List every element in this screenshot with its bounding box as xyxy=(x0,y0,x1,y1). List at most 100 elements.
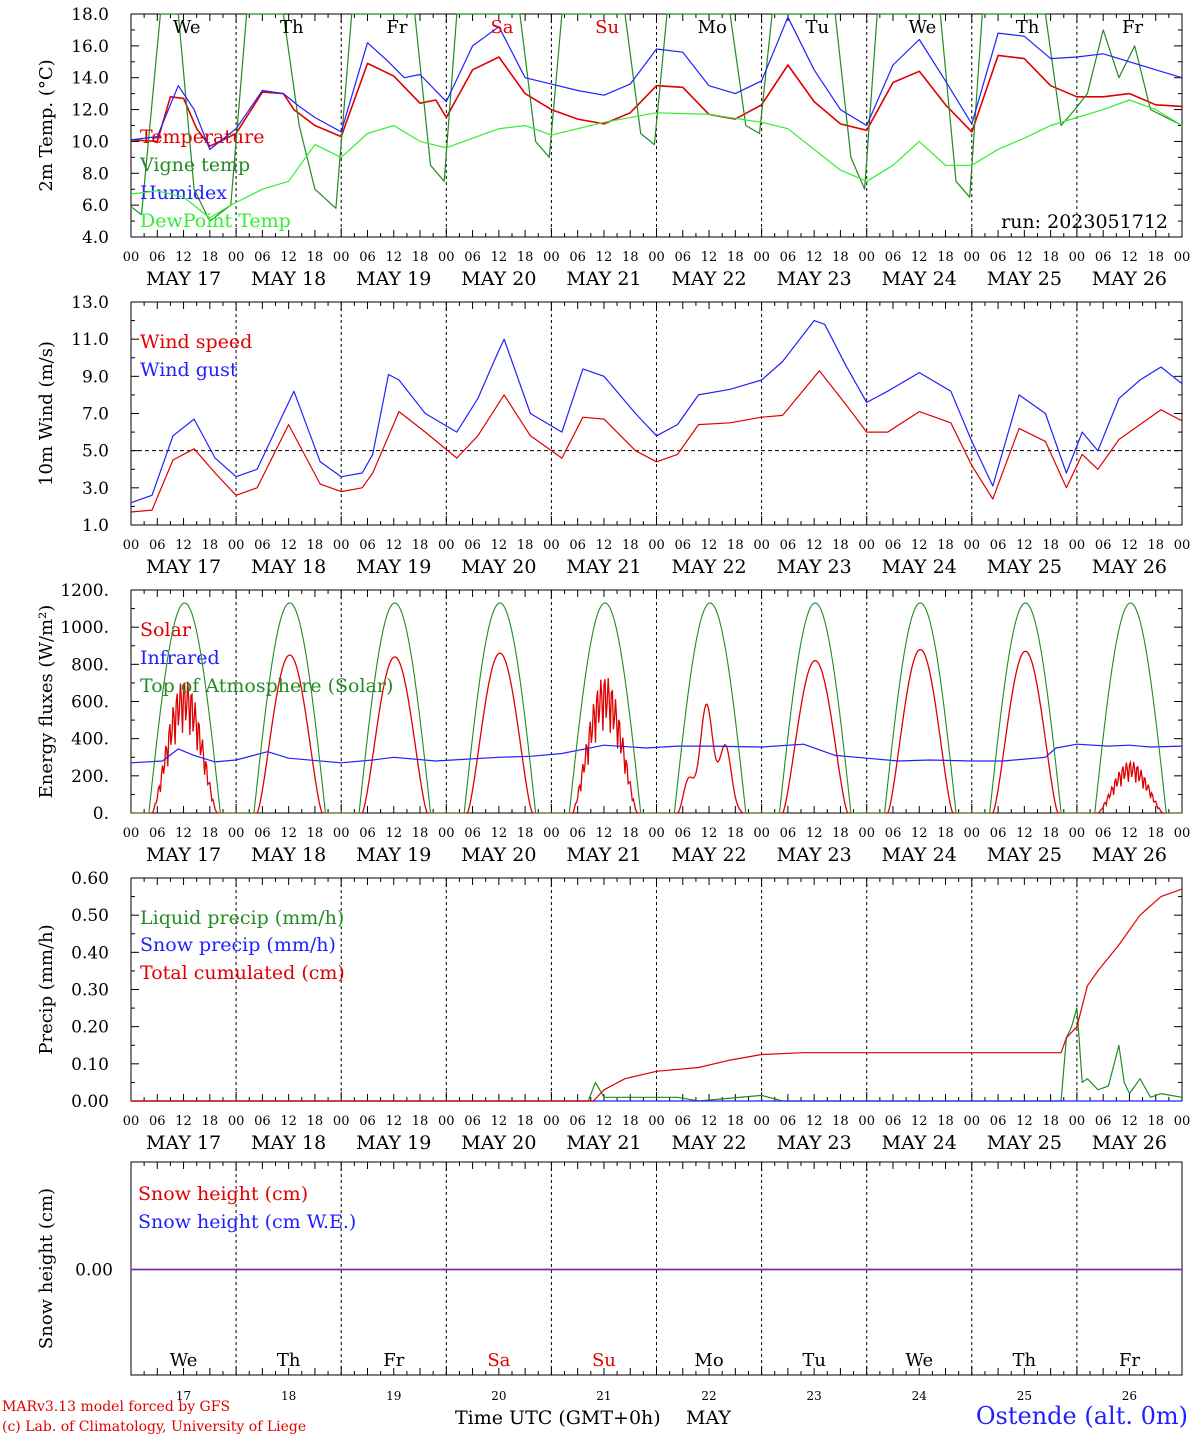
hour-tick-label: 06 xyxy=(149,250,166,265)
hour-tick-label: 12 xyxy=(491,1114,508,1129)
series-line-1 xyxy=(130,743,1183,764)
hour-tick-label: 00 xyxy=(753,538,770,553)
hour-tick-label: 00 xyxy=(648,250,665,265)
hour-tick-label: 00 xyxy=(1069,538,1086,553)
y-axis-label: 10m Wind (m/s) xyxy=(36,341,57,486)
weekday-label-bottom: Th xyxy=(1013,1350,1037,1371)
hour-tick-label: 00 xyxy=(543,538,560,553)
hour-tick-label: 12 xyxy=(911,538,928,553)
day-label: MAY 23 xyxy=(777,268,852,290)
weekday-label-bottom: We xyxy=(905,1350,933,1371)
hour-tick-label: 12 xyxy=(701,826,718,841)
toa-solar-arc xyxy=(761,602,867,814)
toa-solar-arc xyxy=(446,602,552,814)
y-tick-label: 13.0 xyxy=(71,293,109,313)
hour-tick-label: 12 xyxy=(175,250,192,265)
hour-tick-label: 18 xyxy=(727,826,744,841)
weekday-label-top: Mo xyxy=(698,17,727,38)
y-tick-label: 8.0 xyxy=(82,164,109,184)
hour-tick-label: 18 xyxy=(517,538,534,553)
day-label: MAY 22 xyxy=(671,556,746,578)
day-label: MAY 17 xyxy=(146,844,221,866)
weekday-label-top: We xyxy=(173,17,201,38)
day-label: MAY 24 xyxy=(882,556,957,578)
hour-tick-label: 18 xyxy=(412,538,429,553)
hour-tick-label: 06 xyxy=(885,1114,902,1129)
weekday-label-top: Tu xyxy=(805,17,829,38)
weekday-label-top: Th xyxy=(1016,17,1040,38)
day-label: MAY 20 xyxy=(461,844,536,866)
series-line-2 xyxy=(130,16,1183,150)
hour-tick-label: 06 xyxy=(990,538,1007,553)
hour-tick-label: 12 xyxy=(806,250,823,265)
y-axis-label: Snow height (cm) xyxy=(36,1188,57,1349)
hour-tick-label: 12 xyxy=(701,250,718,265)
hour-tick-label: 12 xyxy=(806,826,823,841)
hour-tick-label: 18 xyxy=(1042,250,1059,265)
hour-tick-label: 12 xyxy=(1121,250,1138,265)
hour-tick-label: 12 xyxy=(1121,538,1138,553)
day-number: 21 xyxy=(596,1389,611,1403)
hour-tick-label: 12 xyxy=(175,826,192,841)
series-line-2 xyxy=(131,888,1183,1102)
hour-tick-label: 00 xyxy=(1069,826,1086,841)
y-tick-label: 0.10 xyxy=(71,1055,109,1075)
day-number: 24 xyxy=(912,1389,928,1403)
day-label: MAY 23 xyxy=(777,1132,852,1154)
y-tick-label: 10.0 xyxy=(71,132,109,152)
hour-tick-label: 06 xyxy=(675,1114,692,1129)
hour-tick-label: 06 xyxy=(675,538,692,553)
y-tick-label: 5.0 xyxy=(82,442,109,462)
hour-tick-label: 18 xyxy=(622,250,639,265)
hour-tick-label: 18 xyxy=(1147,250,1164,265)
legend-0: Solar xyxy=(140,619,192,641)
day-number: 20 xyxy=(491,1389,506,1403)
hour-tick-label: 06 xyxy=(464,1114,481,1129)
y-tick-label: 0.00 xyxy=(71,1092,109,1112)
hour-tick-label: 00 xyxy=(753,1114,770,1129)
hour-tick-label: 00 xyxy=(123,1114,140,1129)
hour-tick-label: 00 xyxy=(858,538,875,553)
hour-tick-label: 18 xyxy=(307,538,324,553)
hour-tick-label: 18 xyxy=(1147,1114,1164,1129)
hour-tick-label: 18 xyxy=(622,1114,639,1129)
y-axis-label: Precip (mm/h) xyxy=(36,924,57,1054)
hour-tick-label: 18 xyxy=(202,250,219,265)
hour-tick-label: 06 xyxy=(1095,250,1112,265)
weekday-label-bottom: Sa xyxy=(487,1350,510,1371)
legend-1: Infrared xyxy=(140,647,220,669)
y-tick-label: 7.0 xyxy=(82,405,109,425)
panel-frame xyxy=(130,589,1183,814)
hour-tick-label: 12 xyxy=(385,538,402,553)
hour-tick-label: 18 xyxy=(1147,826,1164,841)
hour-tick-label: 18 xyxy=(622,826,639,841)
day-label: MAY 21 xyxy=(566,268,641,290)
hour-tick-label: 12 xyxy=(385,250,402,265)
day-label: MAY 22 xyxy=(671,268,746,290)
solar-arc xyxy=(866,648,972,814)
hour-tick-label: 18 xyxy=(832,1114,849,1129)
weekday-label-bottom: We xyxy=(170,1350,198,1371)
series-line-1 xyxy=(130,320,1183,504)
legend-2: Total cumulated (cm) xyxy=(140,962,345,984)
day-label: MAY 24 xyxy=(882,1132,957,1154)
hour-tick-label: 18 xyxy=(202,538,219,553)
run-label: run: 2023051712 xyxy=(1001,211,1168,233)
day-number: 26 xyxy=(1122,1389,1137,1403)
hour-tick-label: 12 xyxy=(385,826,402,841)
hour-tick-label: 06 xyxy=(149,826,166,841)
hour-tick-label: 00 xyxy=(333,538,350,553)
y-tick-label: 16.0 xyxy=(71,37,109,57)
day-label: MAY 24 xyxy=(882,268,957,290)
hour-tick-label: 12 xyxy=(175,538,192,553)
legend-2: Top of Atmosphere (Solar) xyxy=(140,675,393,697)
hour-tick-label: 06 xyxy=(464,538,481,553)
hour-tick-label: 18 xyxy=(727,1114,744,1129)
toa-solar-arc xyxy=(131,602,237,814)
hour-tick-label: 12 xyxy=(1016,826,1033,841)
hour-tick-label: 12 xyxy=(280,538,297,553)
day-label: MAY 19 xyxy=(356,268,431,290)
day-label: MAY 23 xyxy=(777,844,852,866)
y-tick-label: 0.50 xyxy=(71,906,109,926)
